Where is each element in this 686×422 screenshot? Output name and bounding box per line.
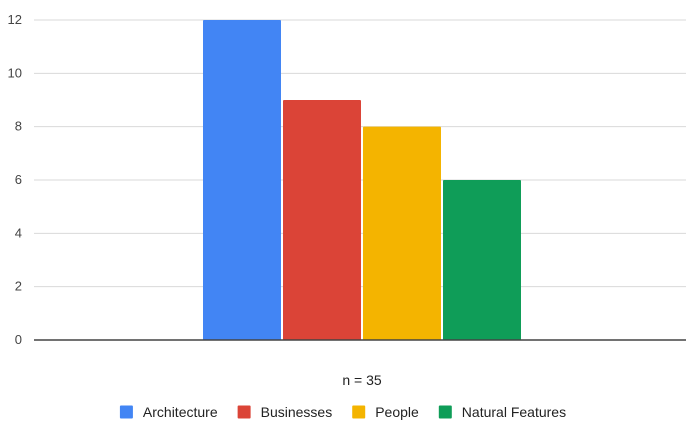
bar-natural-features	[443, 180, 521, 340]
legend-label: Businesses	[261, 404, 333, 420]
legend-swatch	[237, 405, 251, 419]
y-tick-label: 2	[15, 279, 22, 294]
legend-label: Natural Features	[462, 404, 566, 420]
legend-item-architecture: Architecture	[119, 404, 218, 420]
legend-item-people: People	[352, 404, 419, 420]
legend-swatch	[352, 405, 366, 419]
y-tick-label: 12	[8, 12, 22, 27]
legend-label: Architecture	[143, 404, 218, 420]
bar-businesses	[283, 100, 361, 340]
y-tick-label: 6	[15, 172, 22, 187]
y-tick-label: 10	[8, 65, 22, 80]
x-axis-label: n = 35	[342, 372, 382, 388]
y-tick-label: 0	[15, 332, 22, 347]
legend-swatch	[438, 405, 452, 419]
bar-people	[363, 126, 441, 341]
bars	[203, 20, 521, 341]
y-tick-label: 4	[15, 225, 22, 240]
legend-label: People	[375, 404, 419, 420]
legend-item-natural-features: Natural Features	[438, 404, 566, 420]
legend-item-businesses: Businesses	[237, 404, 333, 420]
legend: Architecture Businesses People Natural Feat…	[119, 404, 566, 420]
legend-swatch	[119, 405, 133, 419]
y-axis-ticks: 0 2 4 6 8 10 12	[8, 12, 22, 347]
bar-architecture	[203, 20, 281, 340]
y-tick-label: 8	[15, 119, 22, 134]
